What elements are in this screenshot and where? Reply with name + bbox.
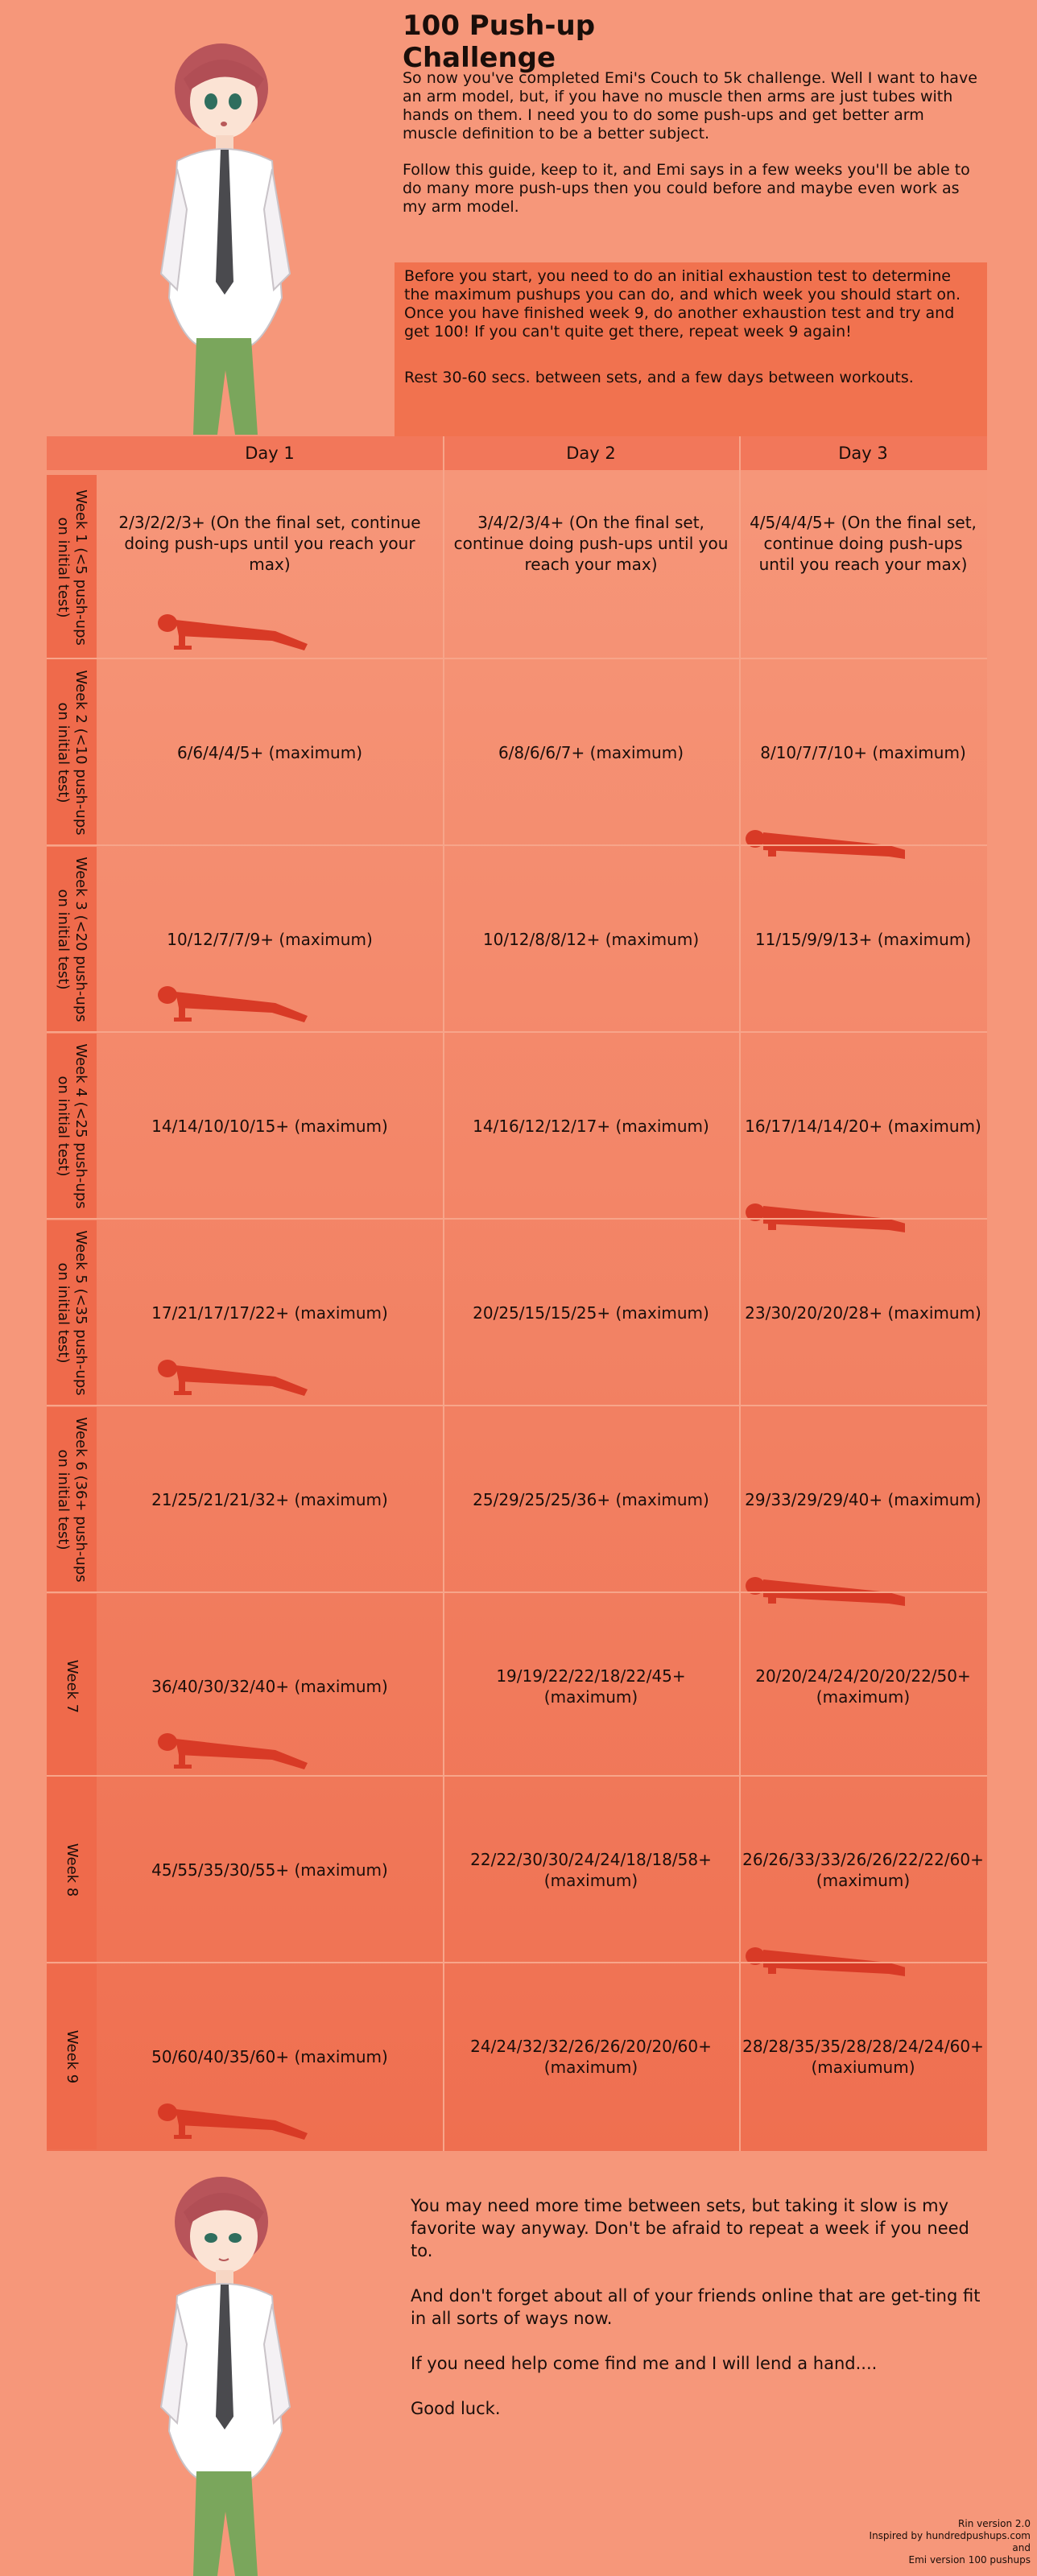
schedule-cell: 36/40/30/32/40+ (maximum) (151, 1677, 388, 1696)
schedule-cell: 20/20/24/24/20/20/22/50+ (maximum) (755, 1666, 971, 1707)
pushup-silhouette-icon (158, 986, 308, 1022)
week-label-text: Week 4 (<25 push-ups on initial test) (55, 1043, 89, 1209)
credits: Rin version 2.0 Inspired by hundredpushu… (870, 2518, 1031, 2566)
row-divider (47, 1962, 987, 1963)
week-label-text: Week 2 (<10 push-ups on initial test) (55, 670, 89, 836)
schedule-cell: 25/29/25/25/36+ (maximum) (473, 1490, 709, 1509)
week-label: Week 5 (<35 push-ups on initial test) (47, 1220, 97, 1406)
week-label: Week 3 (<20 push-ups on initial test) (47, 847, 97, 1032)
row-divider (47, 844, 987, 846)
schedule-cell: 10/12/8/8/12+ (maximum) (482, 930, 700, 949)
week-label-text: Week 1 (<5 push-ups on initial test) (55, 489, 89, 646)
schedule-cell: 6/6/4/4/5+ (maximum) (176, 743, 363, 762)
closing-text: You may need more time between sets, but… (411, 2194, 990, 2442)
closing-paragraph: If you need help come find me and I will… (411, 2354, 878, 2373)
row-divider (47, 1405, 987, 1406)
column-header-day-3: Day 3 (838, 444, 888, 463)
schedule-cell: 26/26/33/33/26/26/22/22/60+ (maximum) (742, 1850, 984, 1890)
schedule-cell: 14/14/10/10/15+ (maximum) (151, 1117, 388, 1136)
pushup-silhouette-icon (158, 1360, 308, 1396)
week-label: Week 2 (<10 push-ups on initial test) (47, 660, 97, 845)
schedule-cell: 3/4/2/3/4+ (On the final set, continue d… (453, 513, 729, 574)
week-label: Week 4 (<25 push-ups on initial test) (47, 1034, 97, 1219)
credit-line: Rin version 2.0 (958, 2518, 1031, 2529)
schedule-cell: 29/33/29/29/40+ (maximum) (745, 1490, 981, 1509)
schedule-table: Day 1 Day 2 Day 3 Week 1 (<5 push-ups on… (47, 436, 987, 2151)
intro-paragraph: Follow this guide, keep to it, and Emi s… (403, 161, 970, 216)
pushup-silhouette-icon (158, 1733, 308, 1769)
schedule-cell: 20/25/15/15/25+ (maximum) (473, 1303, 709, 1323)
column-divider (739, 436, 741, 2151)
closing-paragraph: And don't forget about all of your frien… (411, 2286, 981, 2328)
pushup-silhouette-icon (158, 614, 308, 650)
column-header-day-2: Day 2 (566, 444, 616, 463)
schedule-cell: 50/60/40/35/60+ (maximum) (151, 2047, 388, 2066)
credit-line: and (1012, 2542, 1031, 2553)
column-header-day-1: Day 1 (245, 444, 295, 463)
week-label-text: Week 6 (36+ push-ups on initial test) (55, 1417, 89, 1583)
credit-line: Inspired by hundredpushups.com (869, 2530, 1031, 2541)
pushup-silhouette-icon (158, 2103, 308, 2140)
schedule-cell: 17/21/17/17/22+ (maximum) (151, 1303, 388, 1323)
schedule-cell: 16/17/14/14/20+ (maximum) (745, 1117, 981, 1136)
instructions-paragraph: Rest 30-60 secs. between sets, and a few… (404, 369, 914, 386)
week-label: Week 1 (<5 push-ups on initial test) (47, 475, 97, 660)
character-illustration-bottom (159, 2177, 291, 2576)
schedule-cell: 10/12/7/7/9+ (maximum) (167, 930, 373, 949)
week-label: Week 7 (47, 1594, 97, 1779)
row-divider (47, 1031, 987, 1033)
week-label: Week 6 (36+ push-ups on initial test) (47, 1407, 97, 1592)
week-label-text: Week 3 (<20 push-ups on initial test) (55, 857, 89, 1022)
schedule-cell: 22/22/30/30/24/24/18/18/58+ (maximum) (470, 1850, 712, 1890)
schedule-cell: 23/30/20/20/28+ (maximum) (745, 1303, 981, 1323)
row-divider (47, 658, 987, 659)
closing-paragraph: Good luck. (411, 2399, 501, 2418)
schedule-cell: 24/24/32/32/26/26/20/20/60+ (maximum) (470, 2037, 712, 2077)
schedule-cell: 19/19/22/22/18/22/45+ (maximum) (496, 1666, 686, 1707)
schedule-cell: 45/55/35/30/55+ (maximum) (151, 1860, 388, 1880)
schedule-cell: 21/25/21/21/32+ (maximum) (151, 1490, 388, 1509)
schedule-cell: 4/5/4/4/5+ (On the final set, continue d… (750, 513, 977, 574)
week-label-text: Week 7 (64, 1659, 81, 1714)
instructions-paragraph: Before you start, you need to do an init… (404, 267, 961, 341)
week-label: Week 8 (47, 1777, 97, 1963)
schedule-cell: 11/15/9/9/13+ (maximum) (754, 930, 972, 949)
schedule-cell: 6/8/6/6/7+ (maximum) (498, 743, 684, 762)
schedule-cell: 2/3/2/2/3+ (On the final set, continue d… (118, 513, 421, 574)
week-label: Week 9 (47, 1964, 97, 2149)
week-label-text: Week 9 (64, 2029, 81, 2084)
character-illustration-top (159, 43, 291, 435)
week-label-text: Week 5 (<35 push-ups on initial test) (55, 1230, 89, 1396)
credit-line: Emi version 100 pushups (908, 2554, 1031, 2566)
instructions-box: Before you start, you need to do an init… (395, 262, 987, 436)
row-divider (47, 1218, 987, 1220)
intro-paragraph: So now you've completed Emi's Couch to 5… (403, 69, 977, 142)
row-divider (47, 1775, 987, 1777)
schedule-cell: 8/10/7/7/10+ (maximum) (760, 743, 966, 762)
page-title: 100 Push-up Challenge (403, 10, 596, 74)
row-divider (47, 1591, 987, 1593)
schedule-cell: 14/16/12/12/17+ (maximum) (473, 1117, 709, 1136)
table-header-row: Day 1 Day 2 Day 3 (47, 436, 987, 470)
week-label-text: Week 8 (64, 1843, 81, 1897)
column-divider (443, 436, 444, 2151)
intro-text: So now you've completed Emi's Couch to 5… (403, 69, 982, 234)
closing-paragraph: You may need more time between sets, but… (411, 2196, 969, 2260)
schedule-cell: 28/28/35/35/28/28/24/24/60+ (maxiumum) (742, 2037, 984, 2077)
